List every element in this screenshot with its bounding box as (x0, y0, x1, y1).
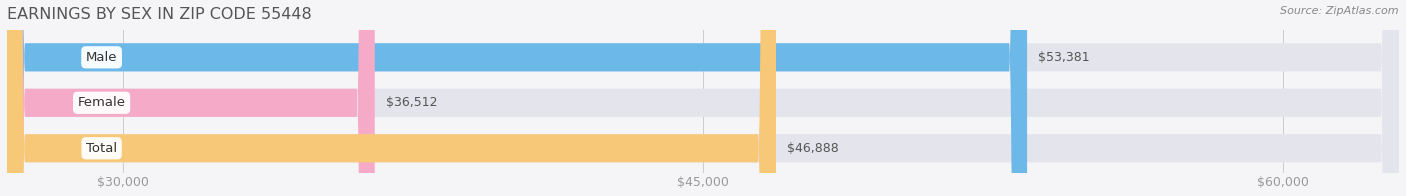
FancyBboxPatch shape (7, 0, 1028, 196)
Text: Source: ZipAtlas.com: Source: ZipAtlas.com (1281, 6, 1399, 16)
FancyBboxPatch shape (7, 0, 375, 196)
Text: $53,381: $53,381 (1038, 51, 1090, 64)
FancyBboxPatch shape (7, 0, 1399, 196)
FancyBboxPatch shape (7, 0, 1399, 196)
Text: $36,512: $36,512 (385, 96, 437, 109)
FancyBboxPatch shape (7, 0, 776, 196)
Text: Female: Female (77, 96, 125, 109)
Text: Total: Total (86, 142, 117, 155)
FancyBboxPatch shape (7, 0, 1399, 196)
Text: EARNINGS BY SEX IN ZIP CODE 55448: EARNINGS BY SEX IN ZIP CODE 55448 (7, 7, 312, 22)
Text: Male: Male (86, 51, 117, 64)
Text: $46,888: $46,888 (787, 142, 839, 155)
